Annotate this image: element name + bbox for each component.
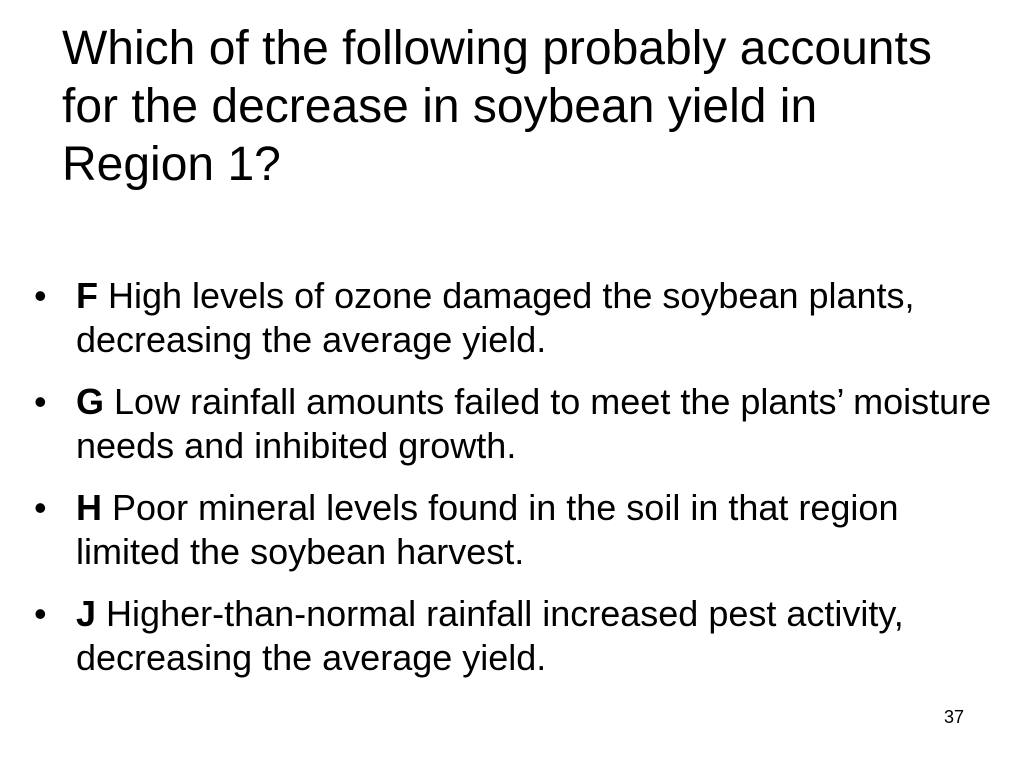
answer-option-f: • F High levels of ozone damaged the soy…	[30, 274, 1010, 362]
answer-options-list: • F High levels of ozone damaged the soy…	[30, 274, 1010, 698]
option-letter: H	[76, 487, 102, 528]
bullet-icon: •	[34, 275, 47, 316]
option-letter: G	[76, 381, 105, 422]
option-text: Poor mineral levels found in the soil in…	[76, 487, 899, 572]
answer-option-h: • H Poor mineral levels found in the soi…	[30, 486, 1010, 574]
option-text: Low rainfall amounts failed to meet the …	[76, 381, 992, 466]
answer-option-g: • G Low rainfall amounts failed to meet …	[30, 380, 1010, 468]
answer-option-j: • J Higher-than-normal rainfall increase…	[30, 592, 1010, 680]
page-number: 37	[943, 707, 964, 727]
option-text: Higher-than-normal rainfall increased pe…	[76, 593, 904, 678]
bullet-icon: •	[34, 593, 47, 634]
slide-title: Which of the following probably accounts…	[62, 22, 932, 191]
bullet-icon: •	[34, 487, 47, 528]
option-letter: F	[76, 275, 98, 316]
option-letter: J	[76, 593, 97, 634]
option-text: High levels of ozone damaged the soybean…	[76, 275, 915, 360]
bullet-icon: •	[34, 381, 47, 422]
